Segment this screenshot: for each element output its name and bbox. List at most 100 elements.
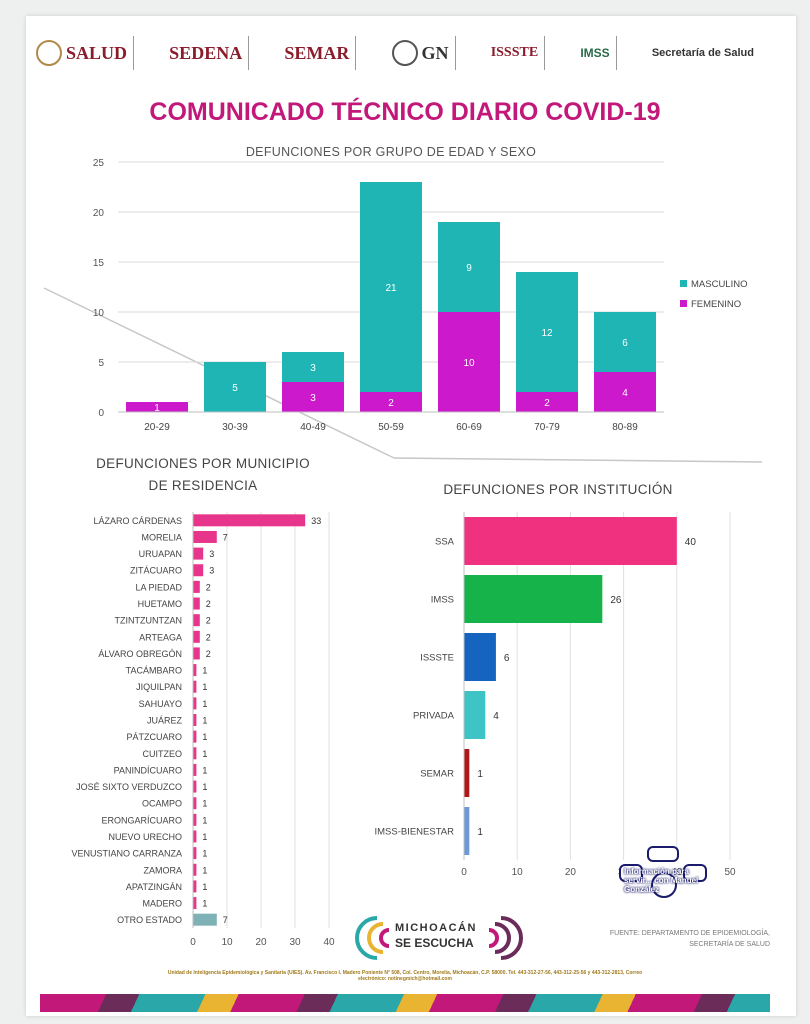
institution-logos: SALUD SEDENA SEMAR GN ISSSTE IMSS Secret… <box>30 28 760 78</box>
inst-category-0: SSA <box>435 537 455 548</box>
mun-value-12: 1 <box>202 716 207 726</box>
mun-category-11: SAHUAYO <box>139 699 182 709</box>
callout-line-right <box>393 457 763 463</box>
age-label-femenino-70-79: 2 <box>544 398 550 409</box>
inst-category-5: IMSS-BIENESTAR <box>374 827 454 838</box>
mun-value-19: 1 <box>202 832 207 842</box>
mun-value-7: 2 <box>206 632 211 642</box>
age-label-masculino-40-49: 3 <box>310 363 316 374</box>
mun-category-24: OTRO ESTADO <box>117 915 182 925</box>
inst-xtick-1: 10 <box>512 867 524 878</box>
inst-bar-5 <box>464 807 470 855</box>
inst-category-4: SEMAR <box>420 769 454 780</box>
logo-secretaria-text: Secretaría de Salud <box>651 46 754 59</box>
mun-bar-18 <box>193 813 197 826</box>
age-xtick-30-39: 30-39 <box>222 422 248 433</box>
mun-bar-3 <box>193 564 204 577</box>
mun-value-3: 3 <box>209 566 214 576</box>
inst-bar-4 <box>464 749 470 797</box>
legend-masculino-label: MASCULINO <box>691 279 747 290</box>
legend-femenino-swatch <box>680 300 687 307</box>
mun-value-5: 2 <box>206 599 211 609</box>
inst-value-0: 40 <box>685 537 697 548</box>
logo-salud-text: SALUD <box>66 43 128 63</box>
age-ytick-1: 5 <box>98 358 104 369</box>
sound-waves-right-icon <box>488 916 523 960</box>
mun-xtick-4: 40 <box>323 937 335 948</box>
mun-category-16: JOSÉ SIXTO VERDUZCO <box>76 782 182 792</box>
mun-category-3: ZITÁCUARO <box>130 566 182 576</box>
mun-value-0: 33 <box>311 516 321 526</box>
mun-xtick-2: 20 <box>255 937 267 948</box>
mun-bar-12 <box>193 714 197 726</box>
inst-value-3: 4 <box>493 711 499 722</box>
age-xtick-70-79: 70-79 <box>534 422 560 433</box>
age-label-femenino-50-59: 2 <box>388 398 394 409</box>
mun-category-15: PANINDÍCUARO <box>114 765 182 775</box>
mun-value-16: 1 <box>202 782 207 792</box>
mun-bar-5 <box>193 597 200 610</box>
age-ytick-5: 25 <box>93 158 105 169</box>
mun-xtick-1: 10 <box>221 937 233 948</box>
age-label-femenino-80-89: 4 <box>622 388 628 399</box>
mun-category-21: ZAMORA <box>143 865 182 875</box>
inst-value-4: 1 <box>477 769 483 780</box>
age-label-femenino-20-29: 1 <box>154 403 160 414</box>
campaign-line-1: MICHOACÁN <box>395 922 477 934</box>
mun-value-17: 1 <box>202 799 207 809</box>
inst-value-2: 6 <box>504 653 510 664</box>
age-label-femenino-60-69: 10 <box>463 358 475 369</box>
mun-bar-19 <box>193 830 197 843</box>
mun-category-10: JIQUILPAN <box>136 682 182 692</box>
logo-semar: SEMAR <box>278 36 357 70</box>
age-bar-masculino-60-69 <box>438 222 500 312</box>
logo-salud: SALUD <box>30 36 135 70</box>
mun-value-22: 1 <box>202 882 207 892</box>
inst-xtick-0: 0 <box>461 867 467 878</box>
logo-gn-text: GN <box>421 42 449 63</box>
mun-value-2: 3 <box>209 549 214 559</box>
logo-sedena: SEDENA <box>163 36 250 70</box>
mun-value-4: 2 <box>206 582 211 592</box>
logo-issste-text: ISSSTE <box>490 45 539 60</box>
legend-femenino-label: FEMENINO <box>691 299 741 310</box>
mun-value-21: 1 <box>202 865 207 875</box>
age-ytick-4: 20 <box>93 208 105 219</box>
mun-value-20: 1 <box>202 849 207 859</box>
mun-category-8: ÁLVARO OBREGÓN <box>98 649 182 659</box>
mun-xtick-0: 0 <box>190 937 196 948</box>
mun-value-18: 1 <box>202 815 207 825</box>
logo-imss-text: IMSS <box>580 46 610 60</box>
age-label-masculino-50-59: 21 <box>385 283 397 294</box>
logo-sedena-text: SEDENA <box>169 43 243 63</box>
age-bar-femenino-40-49 <box>282 382 344 412</box>
age-label-masculino-30-39: 5 <box>232 383 238 394</box>
age-ytick-3: 15 <box>93 258 105 269</box>
inst-xtick-2: 20 <box>565 867 577 878</box>
chart-institucion-title: DEFUNCIONES POR INSTITUCIÓN <box>443 482 672 497</box>
mun-value-6: 2 <box>206 616 211 626</box>
campaign-line-2: SE ESCUCHA <box>395 936 474 950</box>
mun-value-14: 1 <box>202 749 207 759</box>
mun-category-1: MORELIA <box>141 532 182 542</box>
mun-category-2: URUAPAN <box>139 549 182 559</box>
age-bar-femenino-50-59 <box>360 392 422 412</box>
mun-bar-9 <box>193 664 197 677</box>
inst-category-1: IMSS <box>431 595 454 606</box>
mun-value-23: 1 <box>202 899 207 909</box>
chart-municipio-title-line-1: DEFUNCIONES POR MUNICIPIO <box>96 456 310 471</box>
mun-value-9: 1 <box>202 666 207 676</box>
mun-category-6: TZINTZUNTZAN <box>115 616 183 626</box>
age-ytick-2: 10 <box>93 308 105 319</box>
legend-masculino-swatch <box>680 280 687 287</box>
inst-value-5: 1 <box>477 827 483 838</box>
eagle-seal-icon <box>36 40 62 66</box>
mun-bar-16 <box>193 780 197 793</box>
logo-secretaria: Secretaría de Salud <box>646 36 760 70</box>
source-line-1: FUENTE: DEPARTAMENTO DE EPIDEMIOLOGÍA, <box>609 930 770 937</box>
page-title: COMUNICADO TÉCNICO DIARIO COVID-19 <box>149 98 661 126</box>
mun-value-1: 7 <box>223 532 228 542</box>
logo-semar-text: SEMAR <box>284 43 350 63</box>
mun-category-4: LA PIEDAD <box>135 582 182 592</box>
